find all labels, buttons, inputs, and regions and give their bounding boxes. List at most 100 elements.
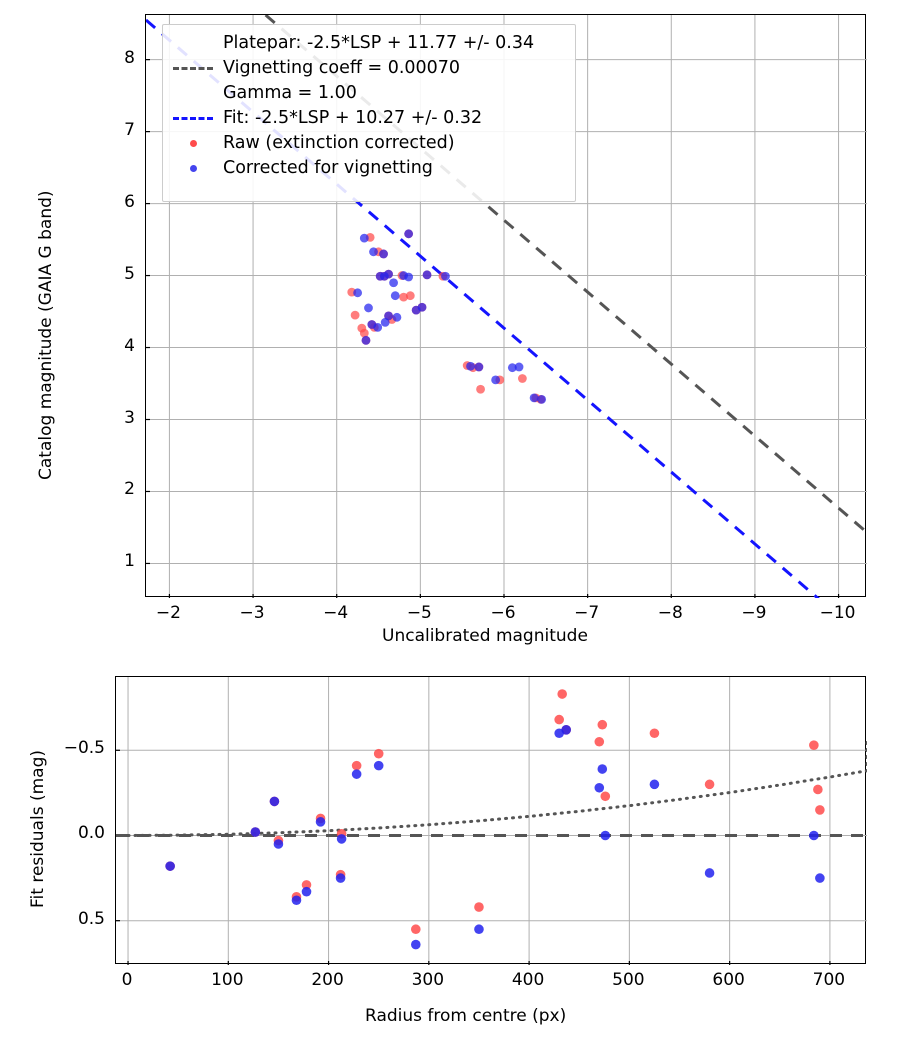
y-tick-label: 0.5	[77, 908, 105, 929]
y-tick-label: 5	[124, 263, 135, 284]
data-point	[474, 362, 484, 372]
legend-label-vignetting-coeff: Vignetting coeff = 0.00070	[223, 58, 461, 78]
x-tick-label: −8	[657, 603, 683, 623]
dashed-blue-line-icon	[171, 117, 215, 120]
data-point	[557, 689, 567, 699]
data-point	[301, 886, 312, 897]
x-tick-label: −10	[819, 603, 856, 623]
data-point	[411, 939, 421, 950]
data-point	[491, 375, 501, 385]
data-point	[336, 834, 347, 844]
data-point	[404, 229, 414, 239]
residuals-panel: Fit residuals (mag) Radius from centre (…	[0, 660, 900, 1050]
y-tick-label: −0.5	[63, 738, 105, 759]
data-point	[561, 725, 571, 735]
residuals-x-axis-label: Radius from centre (px)	[365, 1006, 567, 1026]
data-point	[399, 292, 409, 302]
data-point	[466, 361, 475, 371]
dashed-gray-line-icon	[171, 67, 215, 70]
legend-entry-fit: Fit: -2.5*LSP + 10.27 +/- 0.32	[171, 106, 565, 131]
data-point	[649, 728, 660, 739]
data-point	[389, 278, 398, 288]
data-point	[537, 394, 547, 404]
x-tick-label: 200	[311, 970, 344, 990]
x-tick-label: 500	[612, 970, 645, 990]
plot-line	[126, 735, 867, 837]
data-point	[273, 839, 284, 849]
data-point	[351, 769, 362, 779]
scatter-series	[347, 229, 546, 404]
data-point	[404, 272, 414, 282]
x-tick-label: −6	[490, 603, 516, 623]
data-point	[369, 247, 378, 257]
data-point	[600, 830, 611, 841]
legend-label-fit: Fit: -2.5*LSP + 10.27 +/- 0.32	[223, 108, 483, 128]
data-point	[350, 310, 360, 320]
data-point	[392, 312, 402, 322]
data-point	[600, 791, 611, 802]
red-dot-marker-icon	[171, 140, 215, 147]
legend-label-raw: Raw (extinction corrected)	[223, 133, 455, 153]
legend-label-platepar: Platepar: -2.5*LSP + 11.77 +/- 0.34	[223, 33, 535, 53]
x-tick-label: 0	[121, 970, 133, 990]
data-point	[411, 305, 421, 315]
calibration-panel: Catalog magnitude (GAIA G band) Uncalibr…	[36, 14, 867, 646]
legend: Platepar: -2.5*LSP + 11.77 +/- 0.34 Vign…	[162, 24, 576, 202]
data-point	[441, 271, 450, 281]
data-point	[474, 902, 484, 912]
legend-label-gamma: Gamma = 1.00	[223, 83, 357, 103]
residuals-axes-frame	[115, 676, 867, 965]
y-tick-label: 6	[124, 191, 135, 212]
x-tick-label: 300	[411, 970, 445, 990]
data-point	[301, 880, 312, 890]
data-point	[704, 779, 715, 790]
data-point	[815, 805, 825, 815]
x-tick-label: 400	[511, 970, 545, 990]
data-point	[809, 830, 819, 841]
data-point	[367, 320, 377, 329]
legend-entry-corrected: Corrected for vignetting	[171, 156, 565, 181]
data-point	[649, 779, 660, 790]
data-point	[315, 817, 326, 827]
x-tick-label: −4	[323, 603, 349, 623]
y-tick-label: 4	[124, 335, 135, 356]
data-point	[476, 384, 485, 394]
data-point	[250, 827, 261, 837]
x-tick-label: 600	[712, 970, 745, 990]
data-point	[335, 873, 346, 883]
data-point	[474, 924, 484, 935]
data-point	[375, 271, 385, 281]
calibration-y-axis-label: Catalog magnitude (GAIA G band)	[36, 190, 56, 480]
data-point	[373, 748, 384, 759]
data-point	[594, 782, 605, 793]
x-tick-label: 700	[812, 970, 846, 990]
data-point	[597, 764, 608, 774]
data-point	[351, 760, 362, 771]
y-tick-label: 0.0	[77, 823, 105, 844]
data-point	[597, 719, 608, 730]
x-tick-label: −2	[155, 603, 181, 623]
data-point	[517, 374, 527, 383]
data-point	[390, 291, 400, 301]
data-point	[422, 270, 432, 280]
x-tick-label: −5	[406, 603, 432, 623]
data-point	[809, 740, 819, 750]
data-point	[704, 868, 715, 878]
data-point	[815, 873, 825, 883]
data-point	[529, 393, 539, 403]
scatter-series	[353, 229, 547, 404]
x-tick-label: 100	[211, 970, 244, 990]
data-point	[554, 714, 564, 725]
data-point	[813, 784, 823, 795]
data-point	[359, 233, 369, 243]
data-point	[594, 736, 605, 747]
data-point	[411, 924, 421, 935]
data-point	[353, 288, 363, 298]
data-point	[165, 861, 175, 871]
data-point	[359, 328, 369, 338]
x-tick-label: −3	[239, 603, 265, 623]
data-point	[269, 796, 280, 807]
legend-entry-platepar: Platepar: -2.5*LSP + 11.77 +/- 0.34 Vign…	[171, 31, 565, 106]
data-point	[373, 760, 384, 771]
